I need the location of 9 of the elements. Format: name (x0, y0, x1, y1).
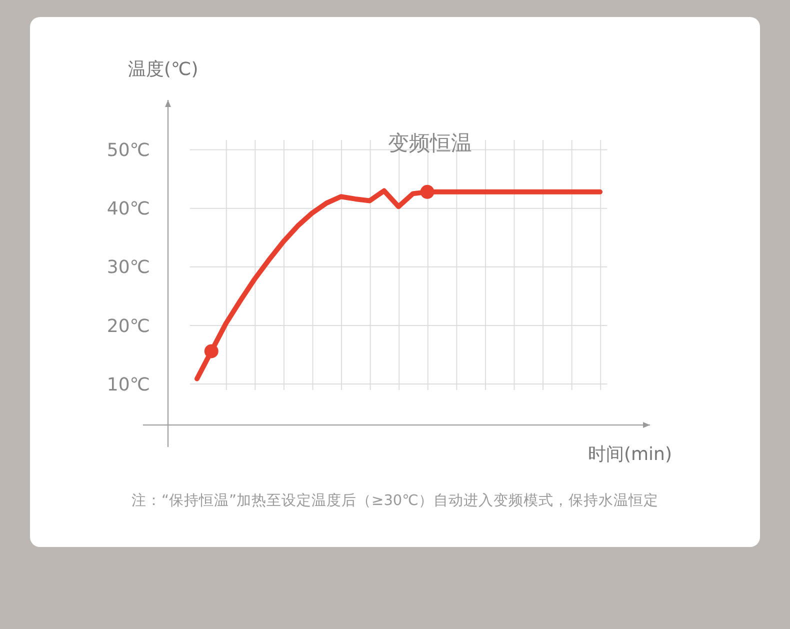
y-tick-label: 50℃ (106, 140, 150, 162)
y-tick-label: 10℃ (106, 374, 150, 396)
y-axis-title: 温度(℃) (128, 59, 198, 80)
y-tick-label: 30℃ (106, 257, 150, 278)
text: 注：“保持恒温”加热至设定温度后（≥30℃）自动进入变频模式，保持水温恒定 (132, 492, 658, 509)
text: 变频恒温 (388, 131, 472, 155)
y-tick-label: 20℃ (106, 316, 150, 337)
y-tick-label: 40℃ (106, 198, 150, 220)
x-axis-title: 时间(min) (588, 444, 672, 465)
